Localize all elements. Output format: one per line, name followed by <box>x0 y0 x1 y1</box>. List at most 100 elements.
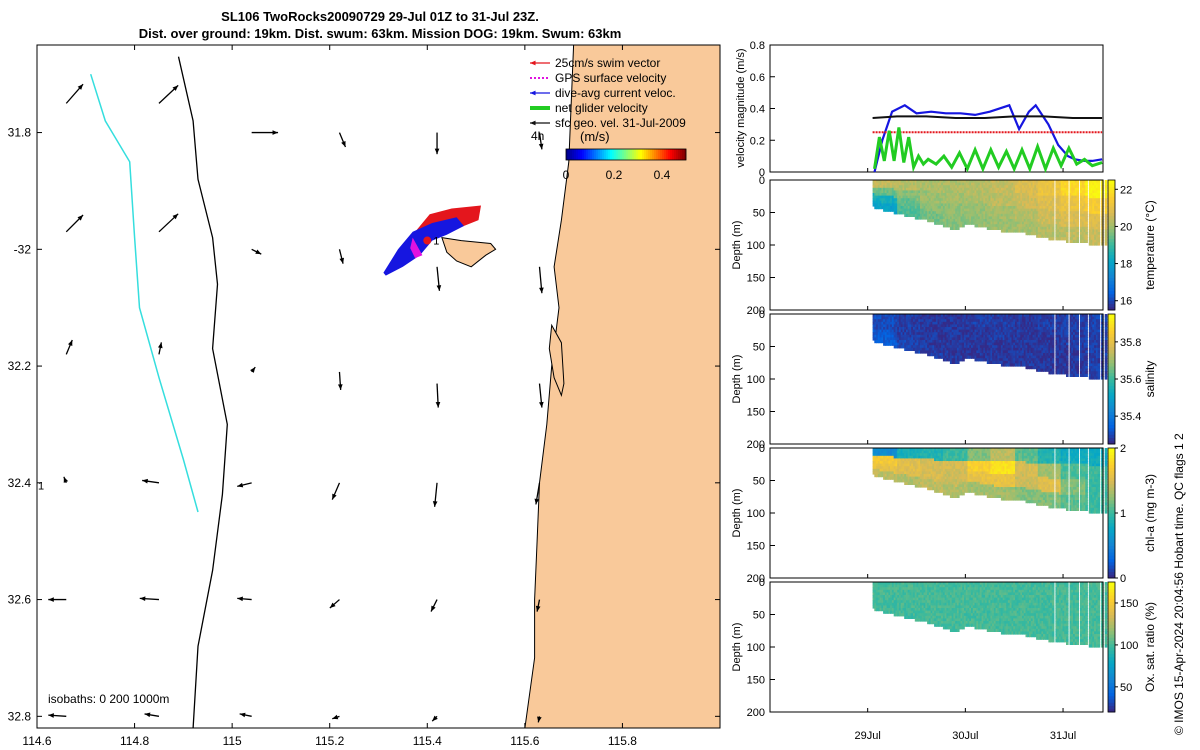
section-colorbar-cell <box>1108 254 1115 259</box>
section-cell <box>921 321 925 325</box>
section-cell <box>986 180 990 184</box>
section-cell <box>1023 206 1027 210</box>
section-cell <box>1011 216 1015 220</box>
section-cell <box>1074 224 1078 228</box>
section-cell <box>1057 180 1060 184</box>
section-cell <box>978 195 981 199</box>
section-cell <box>960 337 964 341</box>
section-cell <box>965 193 969 197</box>
section-cell <box>964 221 967 225</box>
section-cell <box>1020 200 1023 204</box>
section-cell <box>1044 221 1048 225</box>
section-cell <box>960 319 964 323</box>
section-cell <box>953 221 956 225</box>
section-cell <box>939 327 942 331</box>
section-cell <box>946 337 949 341</box>
section-cell <box>969 198 972 202</box>
section-cell <box>876 316 879 320</box>
section-cell <box>1073 180 1076 184</box>
section-cell <box>979 342 983 346</box>
section-cell <box>1006 187 1009 191</box>
section-cell <box>983 329 986 333</box>
section-cell <box>937 221 941 225</box>
section-cell <box>1039 213 1043 217</box>
section-cell <box>930 319 934 323</box>
section-cell <box>974 358 978 362</box>
section-cell <box>1074 182 1078 186</box>
section-cell <box>932 180 935 184</box>
section-cell <box>883 324 886 328</box>
section-cell <box>906 203 909 207</box>
section-cell <box>967 319 971 323</box>
section-cell <box>935 213 939 217</box>
section-cell <box>907 206 911 210</box>
section-cell <box>1002 206 1006 210</box>
section-cell <box>999 187 1002 191</box>
section-cell <box>893 316 897 320</box>
section-cell <box>958 319 962 323</box>
map-axes-box <box>36 44 721 729</box>
section-cell <box>1097 239 1101 243</box>
section-cell <box>941 195 944 199</box>
section-cell <box>876 206 879 210</box>
section-cell <box>907 195 911 199</box>
section-cell <box>1044 232 1048 236</box>
section-cell <box>891 316 895 320</box>
section-cell <box>930 342 934 346</box>
legend-label: sfc geo. vel. 31-Jul-2009 <box>555 116 686 130</box>
section-cell <box>1101 180 1104 184</box>
section-cell <box>971 355 974 359</box>
section-cell <box>934 340 937 344</box>
section-cell <box>1055 221 1058 225</box>
section-cell <box>951 353 955 357</box>
section-cell <box>1015 211 1018 215</box>
section-cell <box>1007 219 1011 223</box>
section-cell <box>983 195 986 199</box>
section-cell <box>997 327 1000 331</box>
section-cell <box>923 180 927 184</box>
section-cell <box>1016 180 1020 184</box>
section-cell <box>935 347 939 351</box>
section-cell <box>974 198 978 202</box>
section-cell <box>997 345 1000 349</box>
section-cell <box>923 187 927 191</box>
section-cell <box>972 345 976 349</box>
section-cell <box>898 324 902 328</box>
section-cell <box>927 321 930 325</box>
section-cell <box>914 208 918 212</box>
section-cell <box>993 213 997 217</box>
section-colorbar-cell <box>1108 209 1115 213</box>
section-cell <box>1034 211 1037 215</box>
colorbar-cell <box>636 149 639 160</box>
section-cell <box>900 329 904 333</box>
section-cell <box>906 213 909 217</box>
section-cell <box>1055 211 1058 215</box>
section-cell <box>995 206 999 210</box>
section-cell <box>1039 198 1043 202</box>
section-cell <box>964 332 967 336</box>
section-cell <box>1041 187 1044 191</box>
section-cell <box>1074 200 1078 204</box>
section-cell <box>942 182 946 186</box>
section-cell <box>876 334 879 338</box>
section-cell <box>884 321 888 325</box>
section-cell <box>974 208 978 212</box>
section-cell <box>1050 193 1053 197</box>
section-cell <box>955 345 958 349</box>
section-cell <box>1023 221 1027 225</box>
section-cell <box>891 195 895 199</box>
section-cell <box>1022 206 1025 210</box>
section-cell <box>951 355 955 359</box>
section-cell <box>948 327 951 331</box>
section-cell <box>979 321 983 325</box>
section-cell <box>877 321 881 325</box>
section-cell <box>979 358 983 362</box>
section-cell <box>1071 216 1074 220</box>
section-cell <box>923 198 927 202</box>
section-cell <box>1015 193 1018 197</box>
section-cell <box>1064 224 1067 228</box>
section-cell <box>981 216 985 220</box>
section-cell <box>972 185 976 189</box>
section-cell <box>971 345 974 349</box>
section-cell <box>990 340 993 344</box>
